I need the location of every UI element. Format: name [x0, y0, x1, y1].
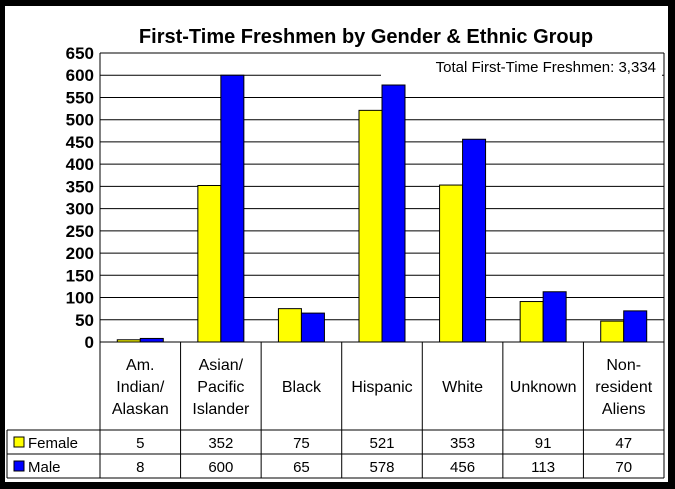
data-value: 113: [531, 459, 555, 476]
bar: [139, 337, 164, 343]
category-label: Am.: [126, 357, 154, 374]
category-label: Hispanic: [351, 379, 412, 396]
y-tick-label: 350: [66, 177, 94, 196]
category-label: White: [442, 379, 483, 396]
bar: [542, 291, 567, 343]
bar: [381, 84, 406, 343]
bar: [600, 320, 625, 343]
bar: [623, 310, 648, 343]
plot-area: 0 50 100 150 200 250 300 350 400 450 500 550 600 650 T…: [6, 44, 665, 479]
category-label: Islander: [192, 401, 250, 418]
y-tick-label: 550: [66, 88, 94, 107]
y-tick-label: 450: [66, 133, 94, 152]
legend-swatch: [13, 436, 25, 448]
data-value: 578: [369, 459, 394, 476]
data-value: 70: [615, 459, 632, 476]
data-value: 600: [208, 459, 233, 476]
bar: [358, 109, 383, 343]
chart-panel: First-Time Freshmen by Gender & Ethnic G…: [5, 6, 668, 482]
data-value: 352: [208, 435, 233, 452]
category-label: Non-: [606, 357, 641, 374]
y-tick-label: 50: [75, 311, 94, 330]
y-tick-label: 600: [66, 66, 94, 85]
bar: [277, 308, 302, 343]
bar: [220, 74, 245, 343]
data-value: 5: [136, 435, 144, 452]
data-value: 521: [369, 435, 394, 452]
category-label: Aliens: [602, 401, 646, 418]
y-tick-label: 400: [66, 155, 94, 174]
category-label: resident: [595, 379, 652, 396]
legend-label: Female: [28, 435, 78, 452]
legend-label: Male: [28, 459, 61, 476]
bar: [462, 138, 487, 343]
bar: [439, 184, 464, 343]
total-annotation: Total First-Time Freshmen: 3,334: [436, 59, 656, 76]
legend-swatch: [13, 460, 25, 472]
bar: [300, 312, 325, 343]
data-value: 65: [293, 459, 310, 476]
bar-chart: First-Time Freshmen by Gender & Ethnic G…: [6, 26, 665, 479]
chart-title: First-Time Freshmen by Gender & Ethnic G…: [139, 26, 593, 48]
bar: [519, 301, 544, 343]
category-label: Indian/: [116, 379, 165, 396]
y-tick-label: 150: [66, 266, 94, 285]
category-label: Asian/: [199, 357, 244, 374]
y-tick-label: 100: [66, 289, 94, 308]
y-tick-label: 650: [66, 44, 94, 63]
data-value: 91: [535, 435, 552, 452]
y-tick-label: 500: [66, 111, 94, 130]
data-value: 456: [450, 459, 475, 476]
annotation-background: [381, 56, 662, 77]
y-tick-label: 200: [66, 244, 94, 263]
data-value: 8: [136, 459, 144, 476]
data-value: 75: [293, 435, 310, 452]
bar: [116, 339, 141, 343]
category-label: Pacific: [197, 379, 244, 396]
y-tick-label: 250: [66, 222, 94, 241]
data-value: 47: [615, 435, 632, 452]
category-label: Unknown: [510, 379, 577, 396]
category-label: Alaskan: [112, 401, 169, 418]
y-tick-label: 0: [85, 333, 94, 352]
data-value: 353: [450, 435, 475, 452]
y-tick-label: 300: [66, 200, 94, 219]
bar: [197, 184, 222, 343]
category-label: Black: [282, 379, 322, 396]
